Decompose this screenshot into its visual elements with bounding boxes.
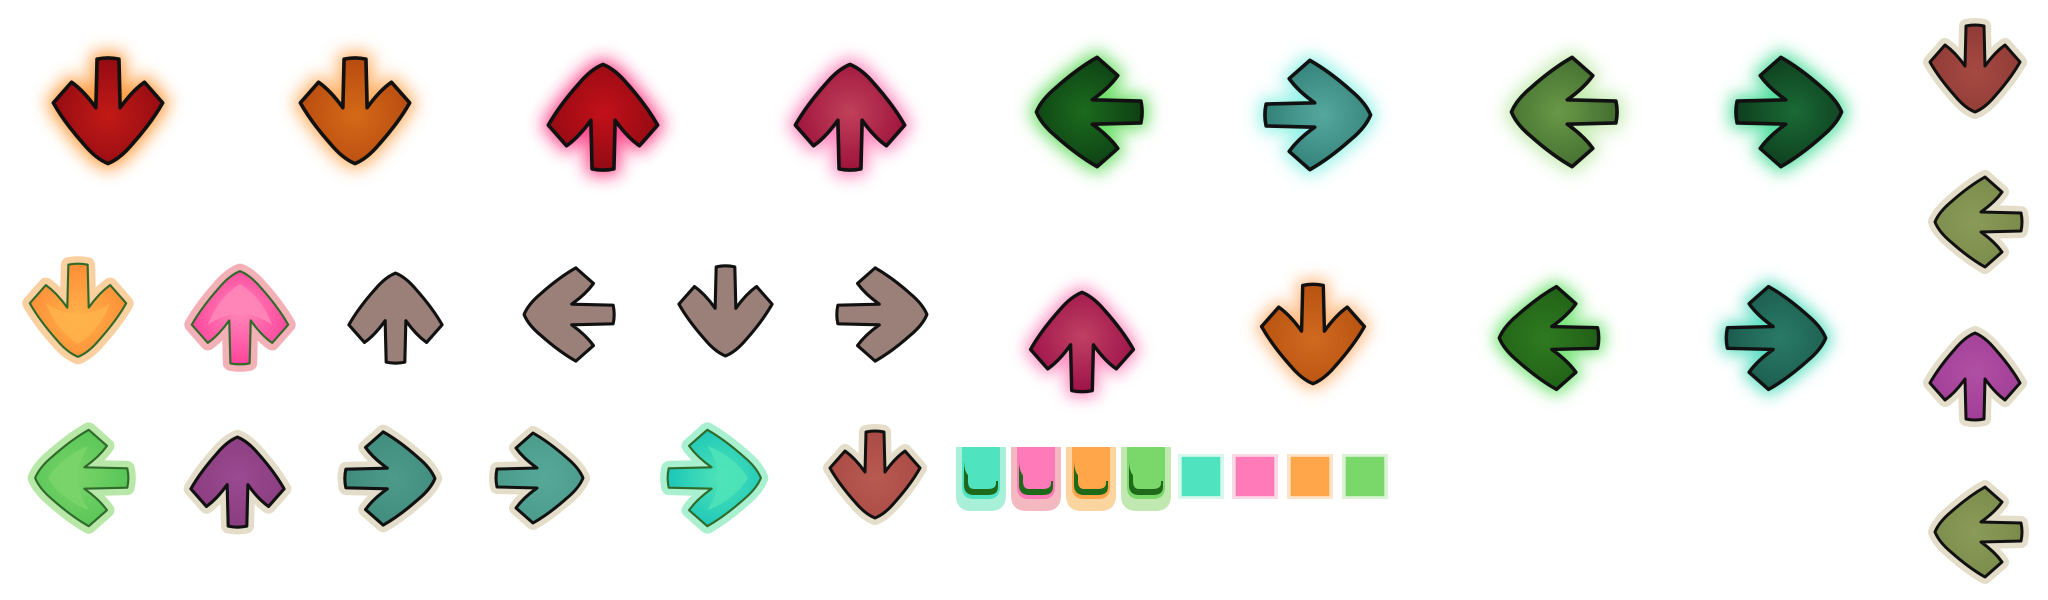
arrow-down-taupe-icon [676,263,774,357]
hold-cap-teal-icon [956,447,1006,511]
arrow-right-teal-glow-icon [1258,52,1378,178]
arrow-up-pink-light-icon [184,263,296,372]
arrow-left-green-glow-icon [1493,279,1605,397]
arrow-left-darkgreen-glow-icon [1029,49,1149,175]
arrow-down-brick-plate-icon [1923,18,2027,119]
hold-cap-pink-icon [1011,447,1061,511]
arrow-left-olive-plate-2-icon [1928,480,2029,584]
arrow-left-olive-plate-icon [1928,170,2029,274]
arrow-up-red-glow-icon [540,57,666,177]
hold-body-orange-icon [1287,454,1333,499]
arrow-right-teal-dark-glow-icon [1720,279,1832,397]
hold-body-pink-icon [1232,454,1278,499]
hold-cap-green-icon [1121,447,1171,511]
arrow-up-taupe-icon [346,271,444,365]
arrow-down-red-glow-icon [45,51,171,171]
arrow-left-green-light-icon [27,422,136,534]
hold-body-teal-icon [1178,454,1224,499]
arrow-up-crimson-glow-icon [787,57,913,177]
arrow-up-magenta-plate-icon [1923,326,2027,427]
arrow-right-taupe-icon [834,265,928,363]
arrow-left-taupe-icon [522,265,616,363]
arrow-left-olive-glow-icon [1504,49,1624,175]
arrow-up-purple-plate-icon [183,429,291,534]
arrow-down-orange-light-icon [22,256,134,365]
arrow-down-brick-plate-2-icon [823,424,927,525]
arrow-right-darkgreen-glow-icon [1729,49,1849,175]
arrow-right-teal-plate-small-icon [489,426,590,530]
arrow-down-orange-glow-small-icon [1254,278,1372,390]
arrow-right-cyan-light-icon [660,422,769,534]
hold-body-green-icon [1342,454,1388,499]
arrow-up-crimson-glow-small-icon [1023,286,1141,398]
hold-cap-orange-icon [1066,447,1116,511]
arrow-right-teal-plate-icon [337,424,442,532]
arrow-down-orange-glow-icon [292,51,418,171]
